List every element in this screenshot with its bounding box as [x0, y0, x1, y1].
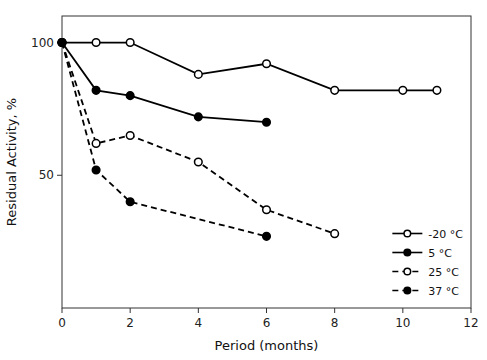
x-tick-label: 12	[463, 316, 478, 330]
point	[331, 87, 339, 95]
point	[58, 39, 66, 47]
point	[331, 230, 339, 238]
legend-label: 37 °C	[428, 285, 459, 298]
legend: -20 °C 5 °C 25 °C 37 °C	[392, 228, 463, 298]
point	[399, 87, 407, 95]
x-tick-label: 6	[263, 316, 271, 330]
x-tick-label: 4	[195, 316, 203, 330]
y-tick	[57, 175, 62, 176]
series-line	[62, 43, 335, 234]
point	[92, 166, 100, 174]
point	[263, 118, 271, 126]
markers	[58, 39, 441, 240]
point	[92, 39, 100, 47]
point	[92, 87, 100, 95]
legend-marker	[404, 268, 411, 275]
x-tick-label: 0	[58, 316, 66, 330]
point	[126, 132, 134, 140]
chart: 0 2 4 6 8 10 12 Period (months) 50 100 Residual Ac…	[0, 0, 487, 360]
x-tick	[130, 308, 131, 313]
series-line	[62, 43, 267, 123]
y-axis: 50 100	[31, 36, 62, 183]
lines	[62, 43, 437, 237]
x-tick-label: 2	[126, 316, 134, 330]
plot-frame	[62, 16, 471, 308]
legend-label: 5 °C	[428, 247, 452, 260]
x-tick	[334, 308, 335, 313]
point	[263, 60, 271, 68]
y-tick-label: 50	[39, 168, 54, 182]
legend-marker	[404, 230, 411, 237]
legend-label: 25 °C	[428, 266, 459, 279]
point	[92, 140, 100, 148]
point	[126, 92, 134, 100]
x-tick	[266, 308, 267, 313]
point	[433, 87, 441, 95]
point	[263, 233, 271, 241]
x-tick	[471, 308, 472, 313]
legend-marker	[404, 249, 411, 256]
point	[58, 39, 66, 47]
point	[58, 39, 66, 47]
x-tick	[402, 308, 403, 313]
x-tick	[198, 308, 199, 313]
y-tick-label: 100	[31, 36, 54, 50]
point	[126, 39, 134, 47]
x-tick-label: 10	[395, 316, 410, 330]
point	[195, 113, 203, 121]
point	[195, 158, 203, 166]
point	[126, 198, 134, 206]
x-axis: 0 2 4 6 8 10 12	[58, 308, 478, 330]
series-line	[62, 43, 267, 237]
y-axis-label: Residual Activity, %	[4, 98, 19, 226]
series-line	[62, 43, 437, 91]
point	[195, 71, 203, 79]
legend-marker	[404, 287, 411, 294]
x-tick-label: 8	[331, 316, 339, 330]
point	[263, 206, 271, 214]
x-tick	[62, 308, 63, 313]
x-axis-label: Period (months)	[215, 338, 319, 353]
legend-label: -20 °C	[428, 228, 463, 241]
point	[58, 39, 66, 47]
